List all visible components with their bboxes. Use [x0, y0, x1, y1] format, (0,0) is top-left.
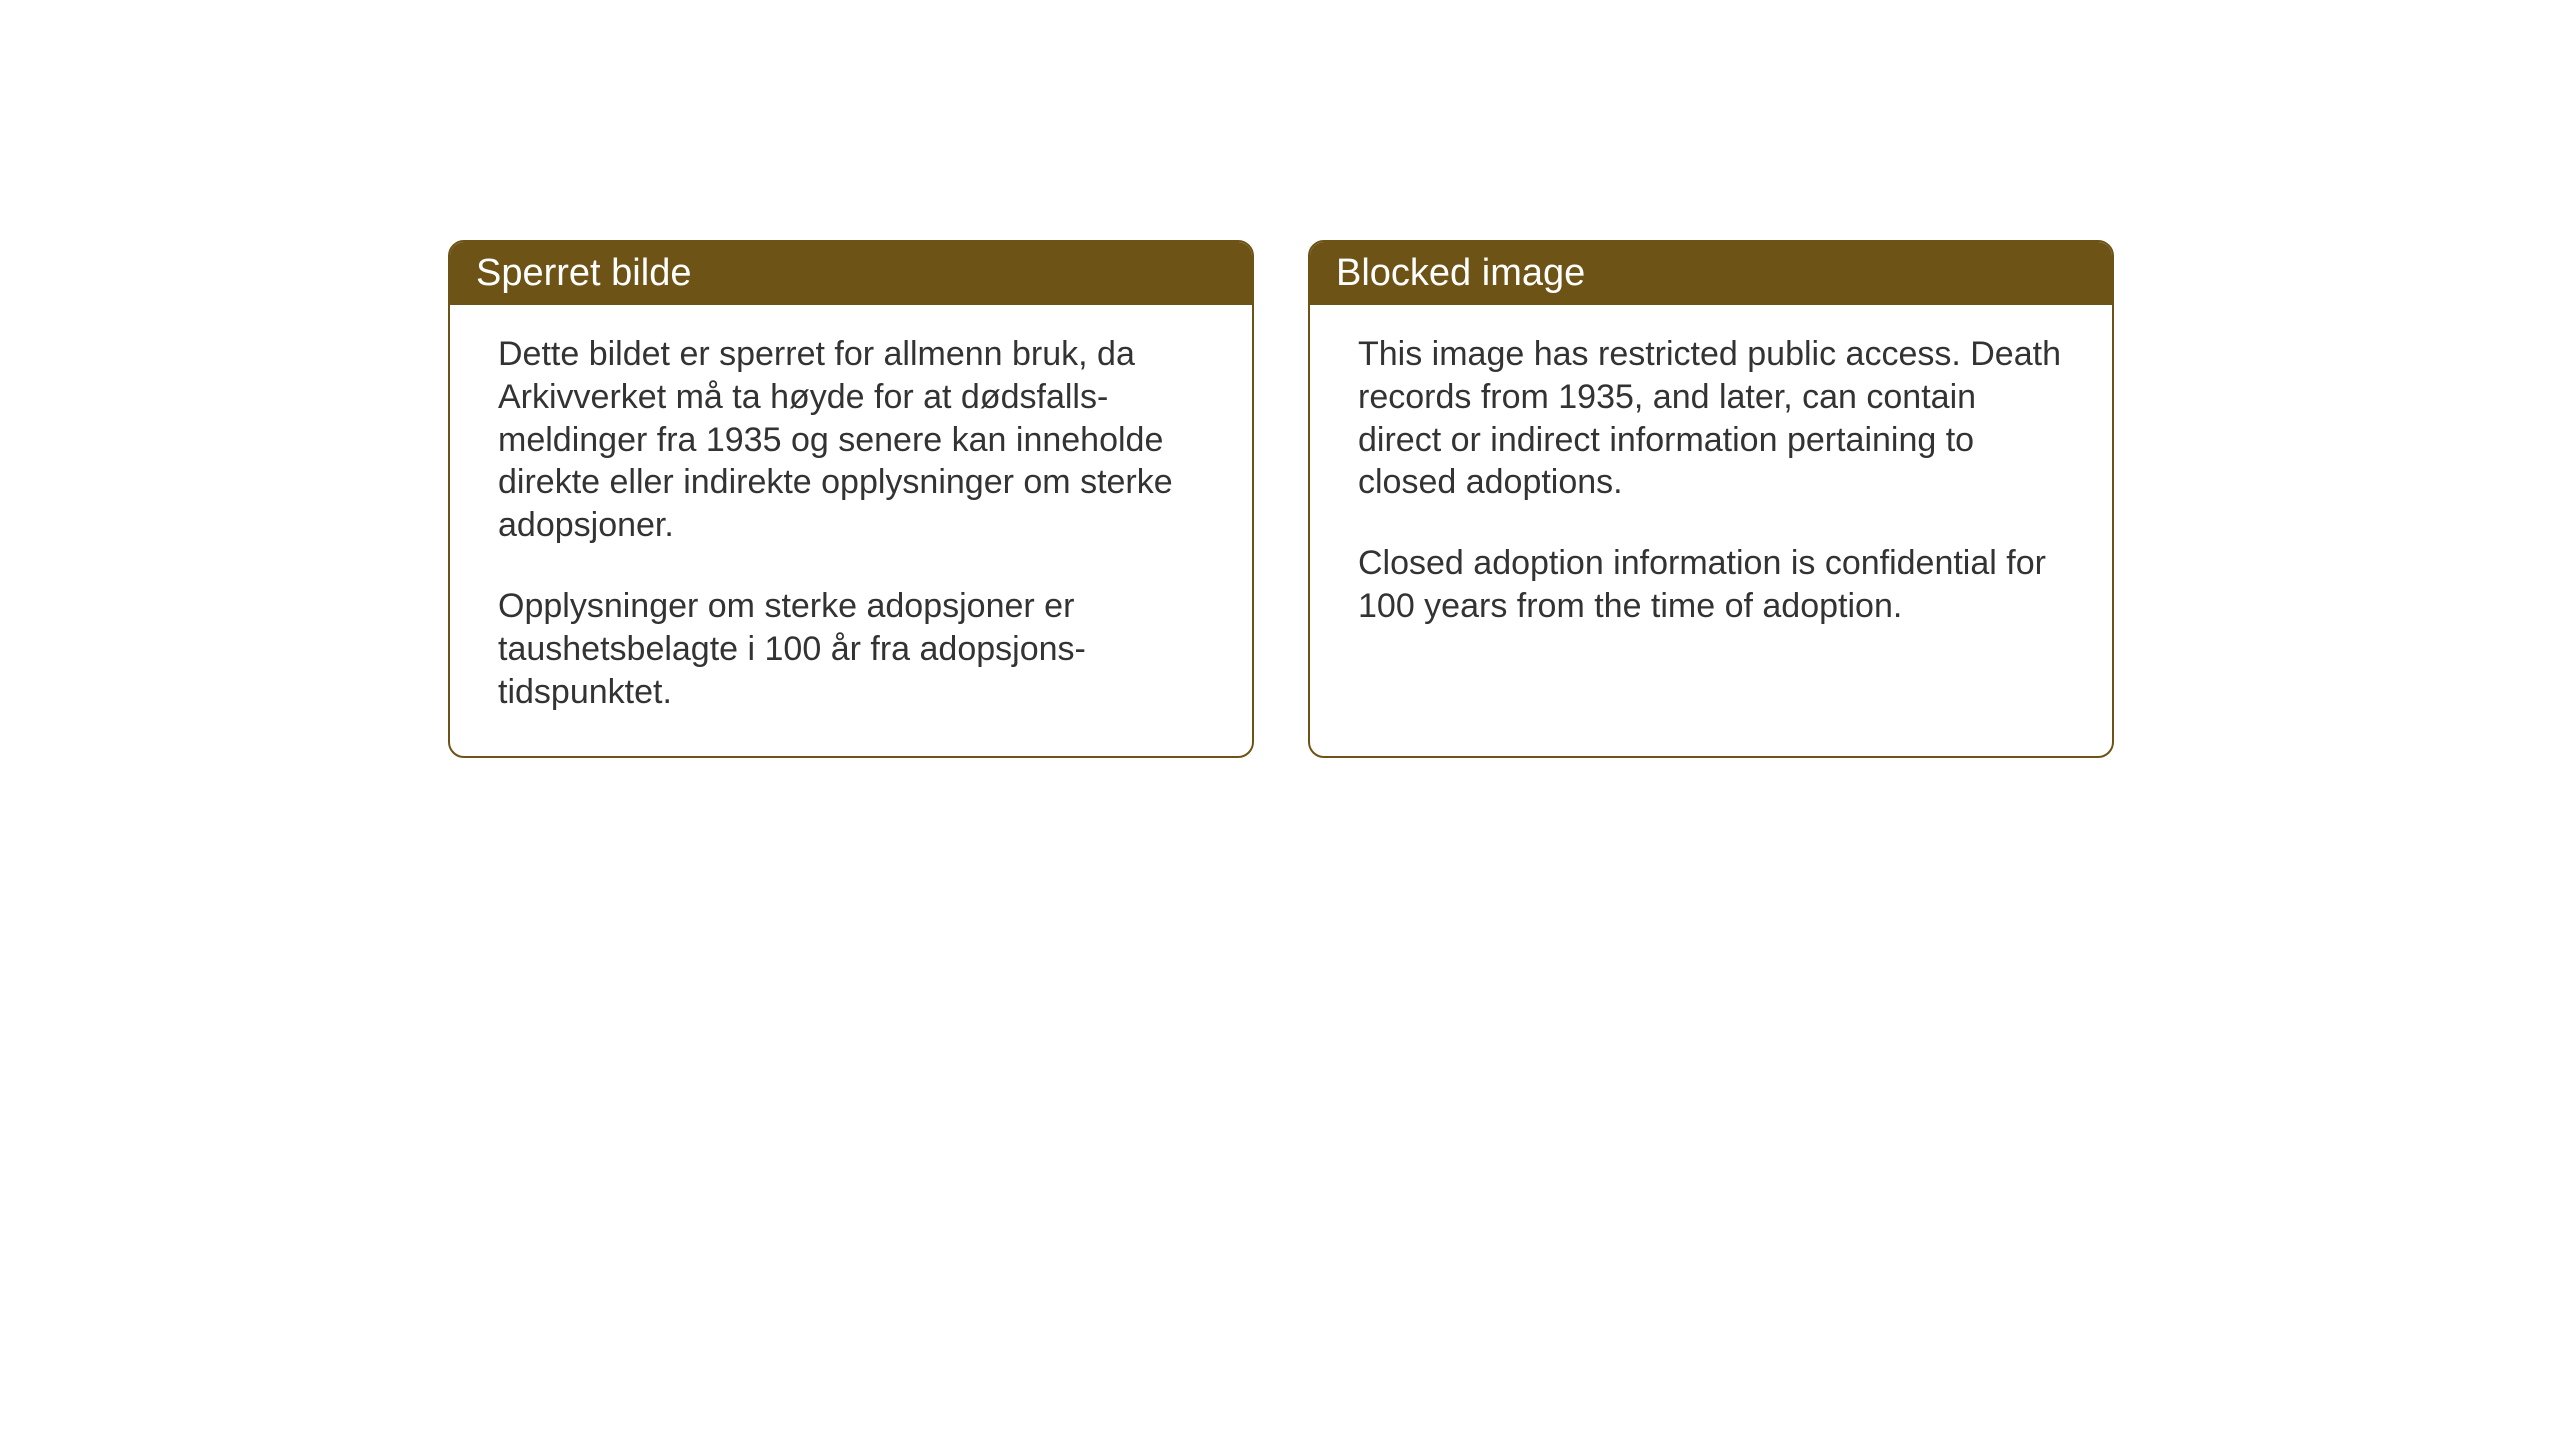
- card-body-norwegian: Dette bildet er sperret for allmenn bruk…: [450, 305, 1252, 756]
- card-title-english: Blocked image: [1336, 252, 1585, 294]
- card-header-norwegian: Sperret bilde: [450, 242, 1252, 305]
- blocked-image-card-norwegian: Sperret bilde Dette bildet er sperret fo…: [448, 240, 1254, 758]
- card-paragraph-2-english: Closed adoption information is confident…: [1358, 542, 2064, 628]
- card-header-english: Blocked image: [1310, 242, 2112, 305]
- blocked-image-card-english: Blocked image This image has restricted …: [1308, 240, 2114, 758]
- notice-cards-container: Sperret bilde Dette bildet er sperret fo…: [448, 240, 2114, 758]
- card-title-norwegian: Sperret bilde: [476, 252, 691, 294]
- card-body-english: This image has restricted public access.…: [1310, 305, 2112, 670]
- card-paragraph-1-norwegian: Dette bildet er sperret for allmenn bruk…: [498, 333, 1204, 547]
- card-paragraph-1-english: This image has restricted public access.…: [1358, 333, 2064, 504]
- card-paragraph-2-norwegian: Opplysninger om sterke adopsjoner er tau…: [498, 585, 1204, 713]
